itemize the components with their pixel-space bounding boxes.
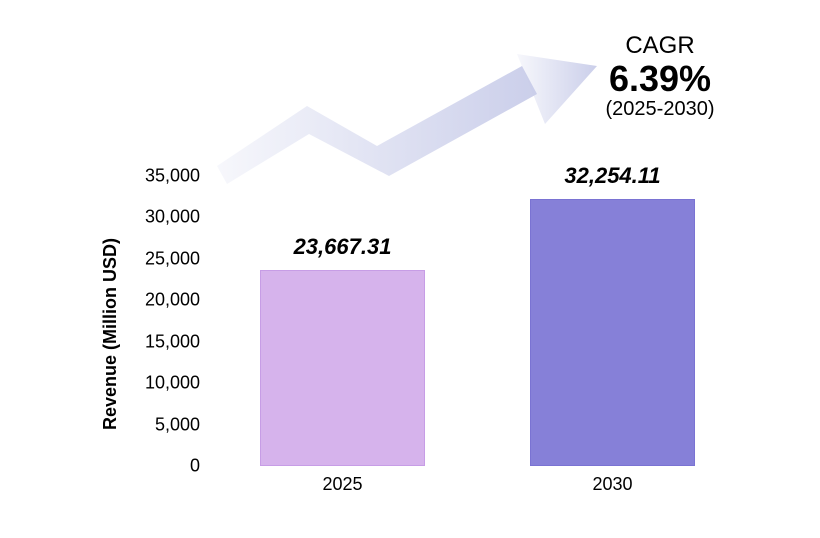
chart-container: { "chart": { "type": "bar", "y_axis": { … <box>0 0 820 538</box>
x-tick-2025: 2025 <box>260 474 425 495</box>
y-tick-0: 0 <box>190 456 200 477</box>
cagr-label-text: CAGR <box>560 32 760 60</box>
y-tick-35000: 35,000 <box>145 166 200 187</box>
plot-area: 23,667.31 32,254.11 <box>210 176 740 466</box>
bar-2030 <box>530 199 695 466</box>
cagr-period-text: (2025-2030) <box>560 98 760 121</box>
y-axis-label: Revenue (Million USD) <box>100 238 121 430</box>
bar-2030-value: 32,254.11 <box>530 163 695 189</box>
y-axis-ticks: 0 5,000 10,000 15,000 20,000 25,000 30,0… <box>120 0 200 538</box>
x-tick-2030: 2030 <box>530 474 695 495</box>
y-tick-25000: 25,000 <box>145 248 200 269</box>
bar-2025-value: 23,667.31 <box>260 234 425 260</box>
y-tick-5000: 5,000 <box>155 414 200 435</box>
y-tick-10000: 10,000 <box>145 373 200 394</box>
cagr-block: CAGR 6.39% (2025-2030) <box>560 32 760 121</box>
y-tick-30000: 30,000 <box>145 207 200 228</box>
y-tick-15000: 15,000 <box>145 331 200 352</box>
y-tick-20000: 20,000 <box>145 290 200 311</box>
bar-2025 <box>260 270 425 466</box>
cagr-value-text: 6.39% <box>560 60 760 98</box>
